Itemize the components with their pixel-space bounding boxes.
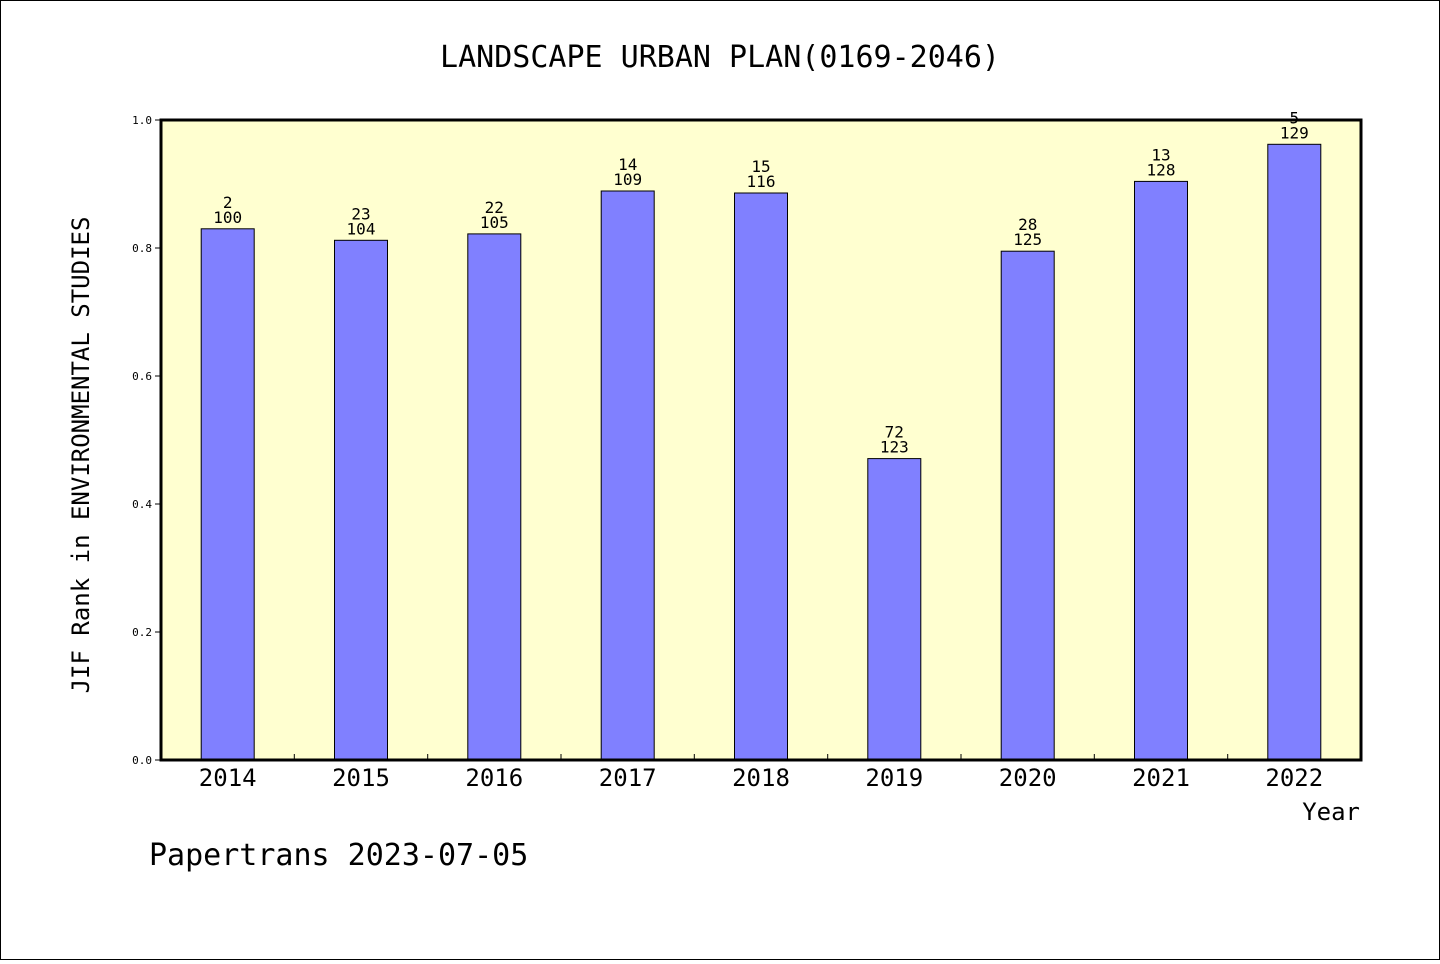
bar-2018: [734, 192, 788, 761]
total-label-2022: 129: [1280, 123, 1309, 142]
chart-title: LANDSCAPE URBAN PLAN(0169-2046): [440, 40, 1000, 75]
plot-border: [159, 118, 1363, 762]
total-label-2014: 100: [213, 208, 242, 227]
rank-label-2015: 23: [351, 204, 370, 223]
x-axis-label: Year: [1302, 798, 1360, 826]
rank-label-2022: 5: [1289, 108, 1299, 127]
x-tick-label-2017: 2017: [599, 764, 657, 792]
total-label-2017: 109: [613, 170, 642, 189]
rank-label-2017: 14: [618, 155, 637, 174]
total-label-2019: 123: [880, 438, 909, 457]
footer-text: Papertrans 2023-07-05: [149, 838, 528, 873]
rank-label-2016: 22: [485, 198, 504, 217]
bar-2019: [867, 458, 922, 761]
bar-2021: [1134, 180, 1188, 761]
y-tick-label: 1.0: [132, 114, 152, 127]
rank-label-2014: 2: [223, 193, 233, 212]
x-tick-label-2021: 2021: [1132, 764, 1190, 792]
x-tick-label-2016: 2016: [465, 764, 523, 792]
x-axis: 2014 2015 2016 2017 2018 2019 2020 2021 2022: [199, 754, 1323, 792]
y-tick-label: 0.6: [132, 370, 152, 383]
y-tick-label: 0.4: [132, 498, 152, 511]
x-tick-label-2018: 2018: [732, 764, 790, 792]
bar-2020: [1000, 250, 1055, 761]
total-label-2021: 128: [1147, 160, 1176, 179]
total-label-2020: 125: [1013, 230, 1042, 249]
bar-2017: [600, 190, 655, 761]
x-tick-label-2019: 2019: [865, 764, 923, 792]
x-tick-label-2015: 2015: [332, 764, 390, 792]
total-label-2016: 105: [480, 213, 509, 232]
rank-label-2020: 28: [1018, 215, 1037, 234]
y-axis-label: JIF Rank in ENVIRONMENTAL STUDIES: [67, 217, 95, 694]
y-tick-label: 0.8: [132, 242, 152, 255]
bar-2022: [1267, 143, 1322, 761]
y-axis: 0.0 0.2 0.4 0.6 0.8 1.0: [132, 114, 161, 767]
total-label-2018: 116: [747, 172, 776, 191]
x-tick-label-2022: 2022: [1265, 764, 1323, 792]
bar-2015: [334, 239, 388, 761]
x-tick-label-2014: 2014: [199, 764, 257, 792]
bar-2016: [467, 233, 522, 761]
x-tick-label-2020: 2020: [999, 764, 1057, 792]
rank-label-2018: 15: [751, 157, 770, 176]
bar-2014: [200, 228, 255, 761]
total-label-2015: 104: [347, 219, 376, 238]
rank-label-2019: 72: [885, 423, 904, 442]
y-tick-label: 0.0: [132, 754, 152, 767]
rank-label-2021: 13: [1151, 145, 1170, 164]
y-tick-label: 0.2: [132, 626, 152, 639]
